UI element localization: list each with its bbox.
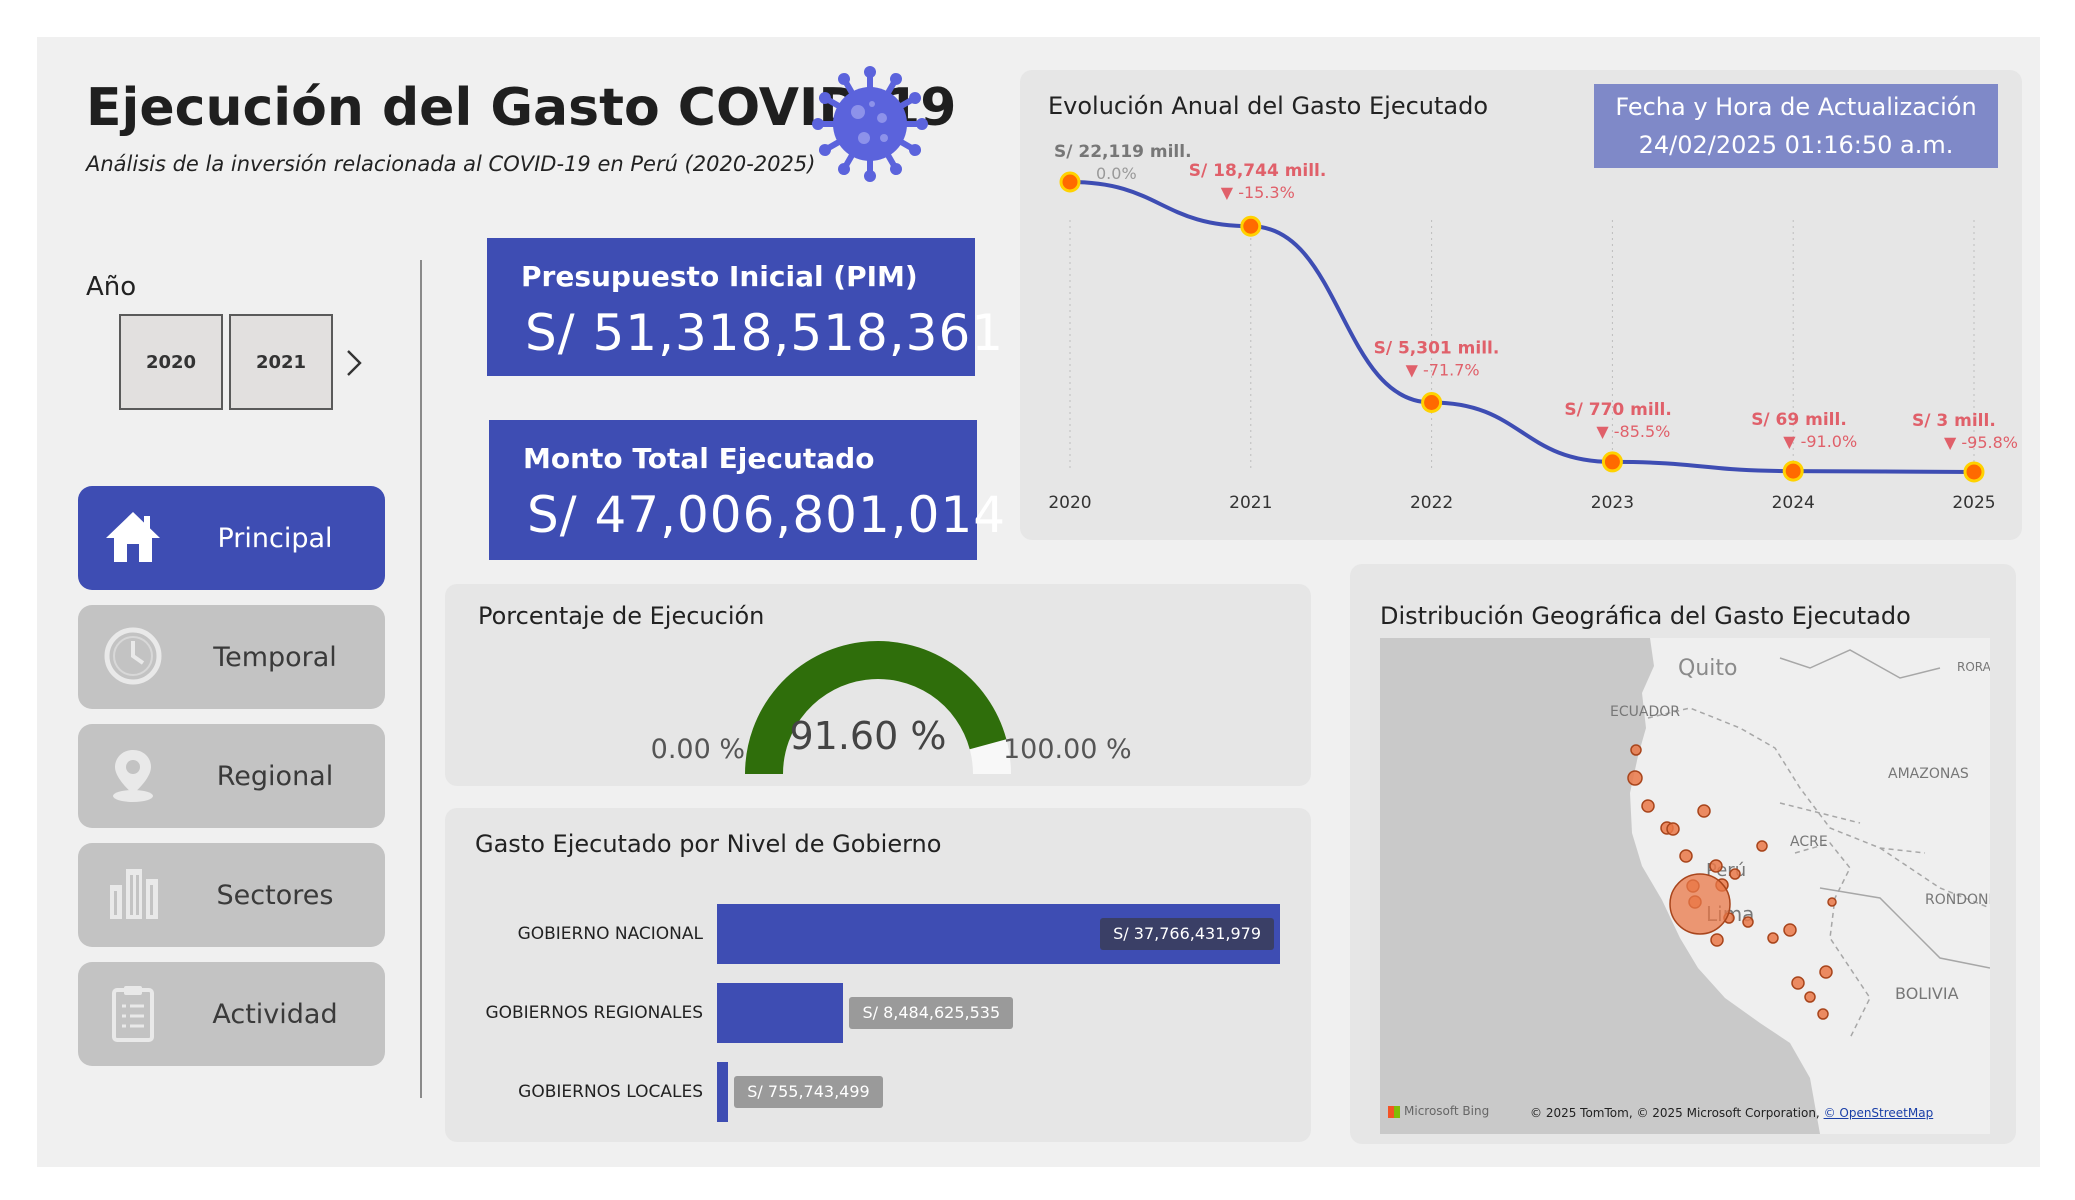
gauge-min-label: 0.00 % bbox=[650, 734, 745, 765]
year-option-2021[interactable]: 2021 bbox=[229, 314, 333, 410]
map-label-bolivia: BOLIVIA bbox=[1895, 984, 1959, 1003]
year-filter-label: Año bbox=[86, 272, 137, 302]
data-label: S/ 69 mill. bbox=[1751, 410, 1847, 430]
nav-sectores-button[interactable]: Sectores bbox=[78, 843, 385, 947]
clipboard-icon bbox=[112, 986, 154, 1042]
kpi-executed-label: Monto Total Ejecutado bbox=[523, 442, 875, 475]
data-point[interactable] bbox=[1421, 391, 1443, 413]
nav-principal-label: Principal bbox=[217, 522, 333, 554]
page-title: Ejecución del Gasto COVID-19 bbox=[86, 78, 957, 138]
annual-line-chart: S/ 22,119 mill. 0.0% 2020 S/ 18,744 mill. ▼ … bbox=[1048, 142, 2018, 513]
map-attribution-link[interactable]: © OpenStreetMap bbox=[1823, 1106, 1934, 1120]
kpi-executed-value: S/ 47,006,801,014 bbox=[527, 486, 1007, 544]
annual-evolution-title: Evolución Anual del Gasto Ejecutado bbox=[1048, 92, 1489, 120]
map-label-ecuador: ECUADOR bbox=[1610, 704, 1680, 720]
map-label-rondonia: RONDONIA bbox=[1925, 892, 1990, 908]
chevron-right-icon[interactable] bbox=[344, 348, 364, 378]
change-label: ▼ -15.3% bbox=[1221, 183, 1295, 202]
data-label: S/ 770 mill. bbox=[1564, 400, 1671, 420]
data-point[interactable] bbox=[1963, 461, 1985, 483]
map-label-quito: Quito bbox=[1678, 656, 1738, 681]
change-label: ▼ -91.0% bbox=[1783, 432, 1857, 451]
update-stamp-label: Fecha y Hora de Actualización bbox=[1615, 93, 1977, 121]
x-tick-label: 2023 bbox=[1591, 493, 1634, 513]
update-stamp-value: 24/02/2025 01:16:50 a.m. bbox=[1638, 131, 1954, 159]
gauge-max-label: 100.00 % bbox=[1003, 734, 1132, 765]
change-label: ▼ -95.8% bbox=[1944, 433, 2018, 452]
nav-regional-label: Regional bbox=[216, 760, 334, 792]
kpi-executed-card: Monto Total Ejecutado S/ 47,006,801,014 bbox=[489, 420, 1005, 560]
bar-value-label: S/ 37,766,431,979 bbox=[1100, 918, 1274, 950]
geo-map[interactable]: Quito ECUADOR AMAZONAS ACRE RONDONIA BOL… bbox=[1380, 638, 1990, 1134]
vertical-divider bbox=[420, 260, 422, 1098]
map-attribution: © 2025 TomTom, © 2025 Microsoft Corporat… bbox=[1530, 1106, 1933, 1120]
map-attribution-text: © 2025 TomTom, © 2025 Microsoft Corporat… bbox=[1530, 1106, 1820, 1120]
data-point[interactable] bbox=[1059, 171, 1081, 193]
gov-level-panel: Gasto Ejecutado por Nivel de Gobierno GO… bbox=[445, 808, 1311, 1142]
gauge-chart bbox=[745, 641, 1011, 775]
x-tick-label: 2025 bbox=[1952, 493, 1995, 513]
bar[interactable] bbox=[717, 1062, 729, 1122]
bar-category-label: GOBIERNOS LOCALES bbox=[518, 1082, 703, 1102]
change-label: ▼ -71.7% bbox=[1406, 360, 1480, 379]
clock-icon bbox=[104, 627, 162, 685]
data-point[interactable] bbox=[1240, 215, 1262, 237]
x-tick-label: 2024 bbox=[1772, 493, 1815, 513]
bar[interactable] bbox=[717, 983, 844, 1043]
bar-value-label: S/ 755,743,499 bbox=[734, 1076, 883, 1108]
map-provider-label: Microsoft Bing bbox=[1404, 1104, 1490, 1118]
map-label-rora: RORA bbox=[1957, 660, 1990, 674]
kpi-pim-label: Presupuesto Inicial (PIM) bbox=[521, 260, 918, 293]
gauge-panel: Porcentaje de Ejecución 0.00 % 100.00 % … bbox=[445, 584, 1311, 786]
x-tick-label: 2022 bbox=[1410, 493, 1453, 513]
map-label-amazonas: AMAZONAS bbox=[1888, 766, 1969, 782]
gauge-value-label: 91.60 % bbox=[789, 714, 947, 758]
data-point[interactable] bbox=[1601, 451, 1623, 473]
nav-sectores-label: Sectores bbox=[216, 879, 334, 911]
bar-category-label: GOBIERNOS REGIONALES bbox=[485, 1003, 703, 1023]
data-point[interactable] bbox=[1782, 460, 1804, 482]
nav-actividad-button[interactable]: Actividad bbox=[78, 962, 385, 1066]
virus-icon bbox=[812, 66, 928, 182]
bar-category-label: GOBIERNO NACIONAL bbox=[517, 924, 703, 944]
nav-temporal-button[interactable]: Temporal bbox=[78, 605, 385, 709]
map-provider-logo: Microsoft Bing bbox=[1388, 1104, 1489, 1118]
kpi-pim-card: Presupuesto Inicial (PIM) S/ 51,318,518,… bbox=[487, 238, 1003, 376]
data-label: S/ 22,119 mill. bbox=[1054, 142, 1192, 162]
kpi-pim-value: S/ 51,318,518,361 bbox=[525, 304, 1005, 362]
update-stamp: Fecha y Hora de Actualización 24/02/2025… bbox=[1594, 84, 1998, 168]
map-title: Distribución Geográfica del Gasto Ejecut… bbox=[1380, 602, 1911, 630]
data-label: S/ 18,744 mill. bbox=[1189, 161, 1327, 181]
nav-temporal-label: Temporal bbox=[213, 641, 337, 673]
location-pin-icon bbox=[113, 750, 153, 802]
change-label: 0.0% bbox=[1096, 164, 1137, 183]
x-tick-label: 2021 bbox=[1229, 493, 1272, 513]
data-label: S/ 5,301 mill. bbox=[1374, 338, 1500, 358]
year-option-2020[interactable]: 2020 bbox=[119, 314, 223, 410]
gauge-title: Porcentaje de Ejecución bbox=[478, 602, 765, 630]
nav-actividad-label: Actividad bbox=[212, 998, 338, 1030]
buildings-icon bbox=[110, 869, 158, 919]
gov-level-title: Gasto Ejecutado por Nivel de Gobierno bbox=[475, 830, 942, 858]
bar-value-label: S/ 8,484,625,535 bbox=[849, 997, 1014, 1029]
data-label: S/ 3 mill. bbox=[1912, 411, 1996, 431]
page-subtitle: Análisis de la inversión relacionada al … bbox=[86, 152, 816, 176]
x-tick-label: 2020 bbox=[1048, 493, 1091, 513]
home-icon bbox=[106, 512, 160, 562]
nav-principal-button[interactable]: Principal bbox=[78, 486, 385, 590]
map-label-acre: ACRE bbox=[1790, 834, 1828, 850]
nav-regional-button[interactable]: Regional bbox=[78, 724, 385, 828]
map-bubbles bbox=[1627, 744, 1837, 1020]
change-label: ▼ -85.5% bbox=[1596, 422, 1670, 441]
map-land bbox=[1630, 638, 1990, 1134]
gauge-fill bbox=[745, 641, 1007, 775]
